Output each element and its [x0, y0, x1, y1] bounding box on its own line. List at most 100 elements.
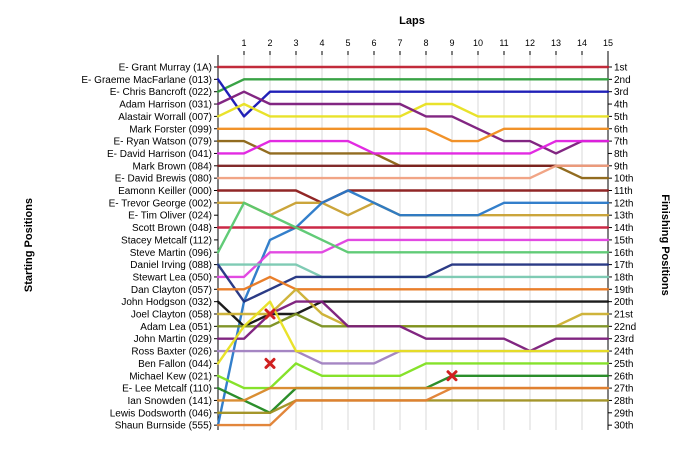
driver-line-16 — [216, 201, 610, 254]
driver-label: Ben Fallon (044) — [138, 359, 212, 370]
x-tick-label: 2 — [267, 38, 272, 48]
x-tick-label: 6 — [371, 38, 376, 48]
finishing-label: 29th — [614, 408, 633, 419]
finishing-label: 15th — [614, 235, 633, 246]
finishing-label: 4th — [614, 100, 628, 111]
driver-line-22 — [216, 312, 610, 328]
driver-label: Stewart Lea (050) — [133, 272, 213, 283]
finishing-label: 28th — [614, 396, 633, 407]
x-axis-title: Laps — [399, 15, 425, 27]
x-tick-label: 4 — [319, 38, 324, 48]
driver-label: Daniel Irving (088) — [130, 260, 212, 271]
retirement-marker-stroke — [264, 308, 276, 320]
finishing-label: 17th — [614, 260, 633, 271]
driver-label: E- Graeme MacFarlane (013) — [81, 75, 212, 86]
driver-label: Michael Kew (021) — [129, 371, 212, 382]
finishing-label: 8th — [614, 149, 628, 160]
finishing-label: 13th — [614, 211, 633, 222]
x-tick-label: 14 — [577, 38, 587, 48]
driver-line-2 — [216, 78, 610, 93]
x-tick-label: 10 — [473, 38, 483, 48]
driver-label: Ross Baxter (026) — [131, 347, 212, 358]
finishing-label: 24th — [614, 347, 633, 358]
retirement-marker — [446, 370, 458, 382]
x-tick-label: 13 — [551, 38, 561, 48]
finishing-label: 12th — [614, 198, 633, 209]
driver-line-6 — [216, 127, 610, 143]
driver-label: Adam Lea (051) — [140, 322, 212, 333]
driver-line-26 — [216, 362, 610, 390]
finishing-label: 3rd — [614, 87, 628, 98]
finishing-label: 30th — [614, 421, 633, 432]
driver-line-25 — [216, 300, 610, 365]
driver-line-30 — [216, 386, 610, 427]
driver-lines — [216, 65, 610, 427]
retirement-marker-stroke — [264, 357, 276, 369]
finishing-label: 21st — [614, 310, 633, 321]
driver-line-11 — [216, 189, 610, 205]
x-tick-labels: 1 2 3 4 5 6 7 8 9 10 11 12 13 14 15 — [241, 38, 613, 55]
driver-line-13 — [216, 189, 610, 427]
driver-label: E- Tim Oliver (024) — [128, 211, 212, 222]
driver-label: E- Lee Metcalf (110) — [122, 384, 212, 395]
x-tick-label: 15 — [603, 38, 613, 48]
driver-line-10 — [216, 164, 610, 180]
finishing-label: 26th — [614, 371, 633, 382]
finishing-label: 1st — [614, 63, 628, 74]
driver-label: Eamonn Keiller (000) — [118, 186, 212, 197]
x-tick-label: 12 — [525, 38, 535, 48]
finishing-label: 25th — [614, 359, 633, 370]
driver-label: E- Trevor George (002) — [109, 198, 212, 209]
driver-label: Adam Harrison (031) — [119, 100, 212, 111]
finishing-label: 27th — [614, 384, 633, 395]
finishing-label: 23rd — [614, 334, 634, 345]
driver-line-3 — [216, 78, 610, 118]
retirement-marker-stroke — [446, 370, 458, 382]
y-axis-title-right: Finishing Positions — [659, 194, 671, 295]
driver-label: Mark Brown (084) — [133, 161, 212, 172]
finishing-label: 10th — [614, 174, 633, 185]
finishing-label: 19th — [614, 285, 633, 296]
finishing-label: 5th — [614, 112, 628, 123]
x-tick-label: 8 — [423, 38, 428, 48]
x-tick-label: 1 — [241, 38, 246, 48]
driver-label: E- Grant Murray (1A) — [119, 63, 212, 74]
finishing-label: 20th — [614, 297, 633, 308]
driver-label: Alastair Worrall (007) — [118, 112, 212, 123]
x-tick-label: 9 — [449, 38, 454, 48]
retirement-markers — [264, 308, 458, 382]
x-tick-label: 3 — [293, 38, 298, 48]
driver-label: Steve Martin (096) — [130, 248, 212, 259]
x-tick-label: 7 — [397, 38, 402, 48]
driver-label: E- Ryan Watson (079) — [113, 137, 212, 148]
finishing-label: 22nd — [614, 322, 636, 333]
driver-label: Shaun Burnside (555) — [115, 421, 212, 432]
driver-line-8 — [216, 139, 610, 155]
finishing-label: 16th — [614, 248, 633, 259]
driver-labels: E- Grant Murray (1A)E- Graeme MacFarlane… — [81, 63, 212, 432]
driver-line-19 — [216, 275, 610, 291]
driver-label: Stacey Metcalf (112) — [121, 235, 212, 246]
finishing-label: 11th — [614, 186, 633, 197]
retirement-marker — [264, 357, 276, 369]
retirement-marker — [264, 308, 276, 320]
driver-label: Dan Clayton (057) — [131, 285, 212, 296]
driver-label: Lewis Dodsworth (046) — [110, 408, 212, 419]
driver-label: Mark Forster (099) — [129, 124, 212, 135]
finishing-label: 18th — [614, 272, 633, 283]
driver-line-20 — [216, 300, 610, 328]
driver-label: Ian Snowden (141) — [127, 396, 212, 407]
driver-line-15 — [216, 238, 610, 279]
x-tick-label: 11 — [499, 38, 508, 48]
driver-label: E- David Harrison (041) — [107, 149, 212, 160]
finishing-label: 9th — [614, 161, 628, 172]
x-tick-label: 5 — [345, 38, 350, 48]
finishing-label: 6th — [614, 124, 628, 135]
driver-label: E- Chris Bancroft (022) — [110, 87, 212, 98]
finishing-label: 7th — [614, 137, 628, 148]
finishing-label: 2nd — [614, 75, 631, 86]
y-axis-title-left: Starting Positions — [23, 198, 35, 292]
driver-label: Joel Clayton (058) — [131, 310, 212, 321]
